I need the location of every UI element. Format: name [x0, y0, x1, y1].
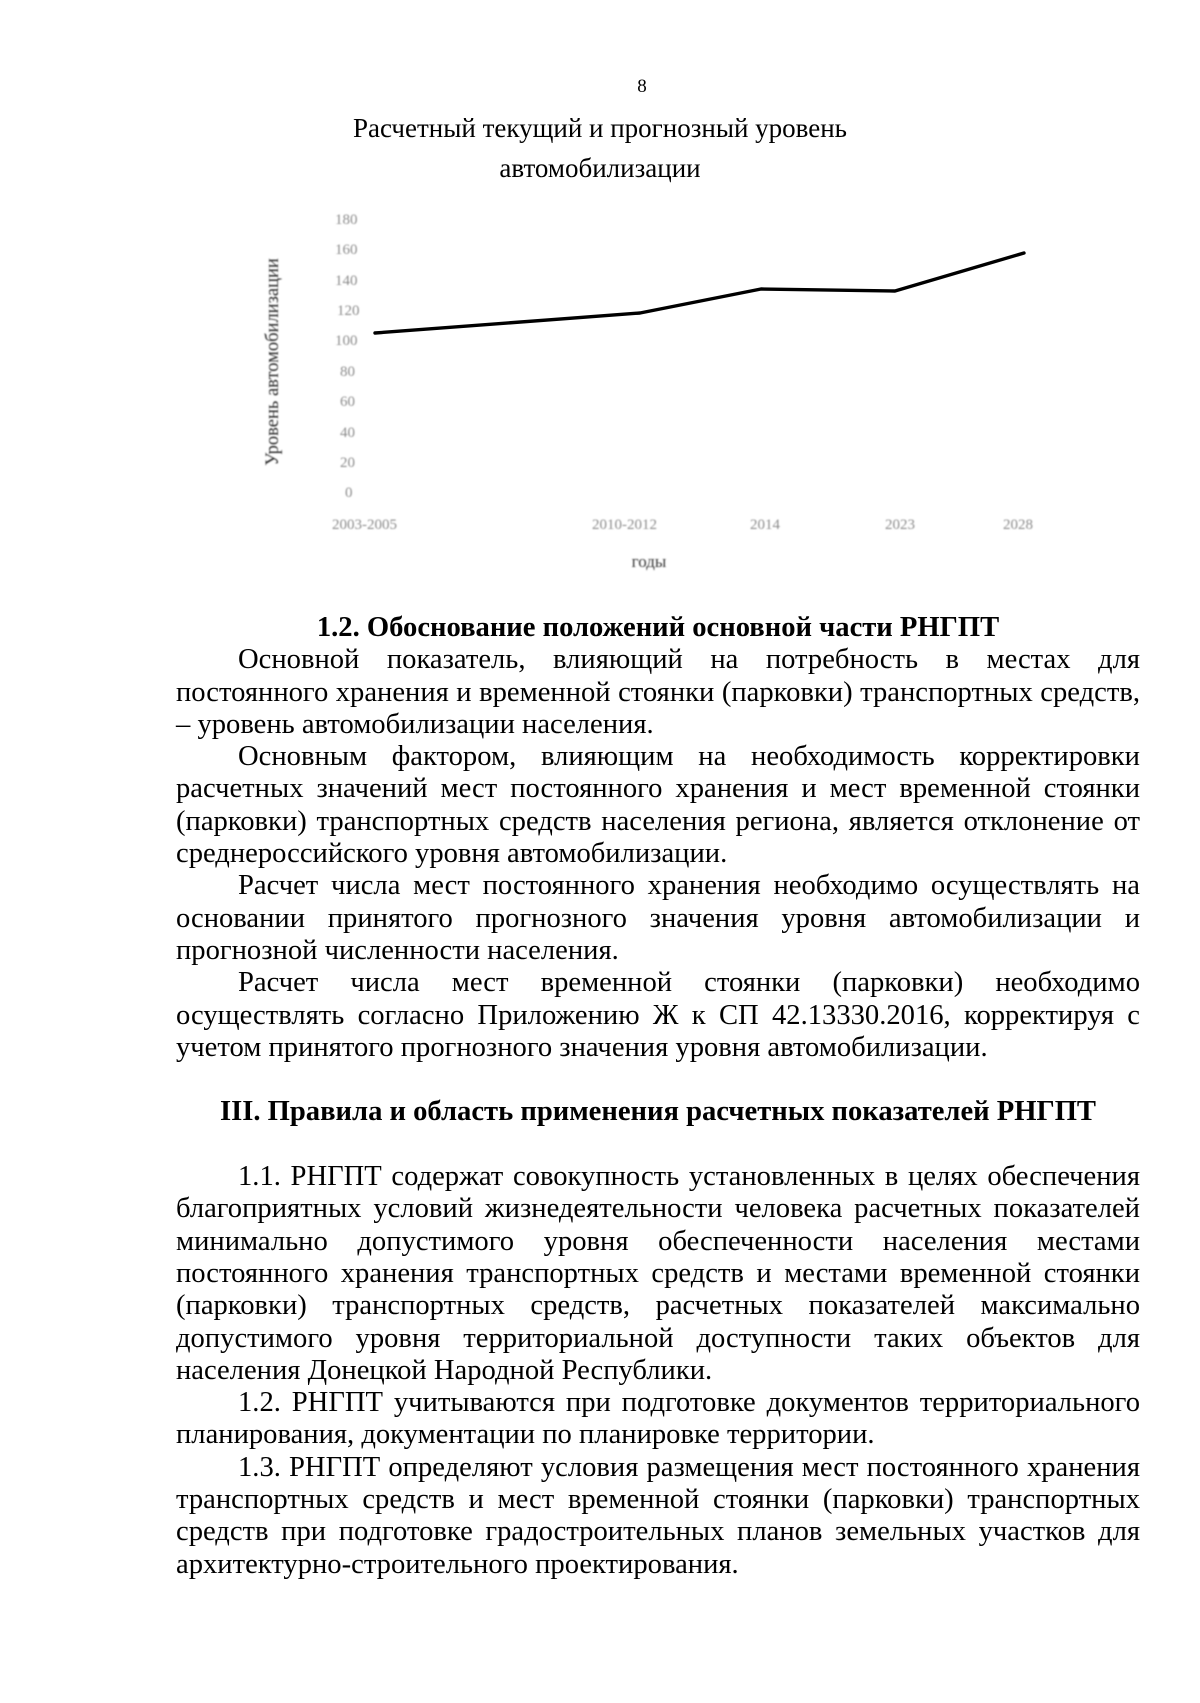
svg-text:40: 40: [340, 425, 355, 441]
svg-text:2010-2012: 2010-2012: [592, 517, 657, 533]
svg-text:2014: 2014: [750, 517, 781, 533]
svg-text:годы: годы: [632, 552, 667, 571]
svg-text:100: 100: [335, 333, 358, 349]
svg-text:60: 60: [340, 394, 355, 410]
svg-text:Уровень автомобилизации: Уровень автомобилизации: [263, 258, 283, 466]
svg-text:80: 80: [340, 364, 355, 380]
svg-text:0: 0: [345, 485, 353, 501]
svg-text:2023: 2023: [885, 517, 915, 533]
svg-text:2003-2005: 2003-2005: [332, 517, 397, 533]
svg-text:180: 180: [335, 212, 358, 228]
svg-text:120: 120: [337, 303, 360, 319]
svg-text:160: 160: [335, 242, 358, 258]
svg-text:2028: 2028: [1003, 517, 1033, 533]
svg-text:20: 20: [340, 455, 355, 471]
svg-text:140: 140: [335, 273, 358, 289]
